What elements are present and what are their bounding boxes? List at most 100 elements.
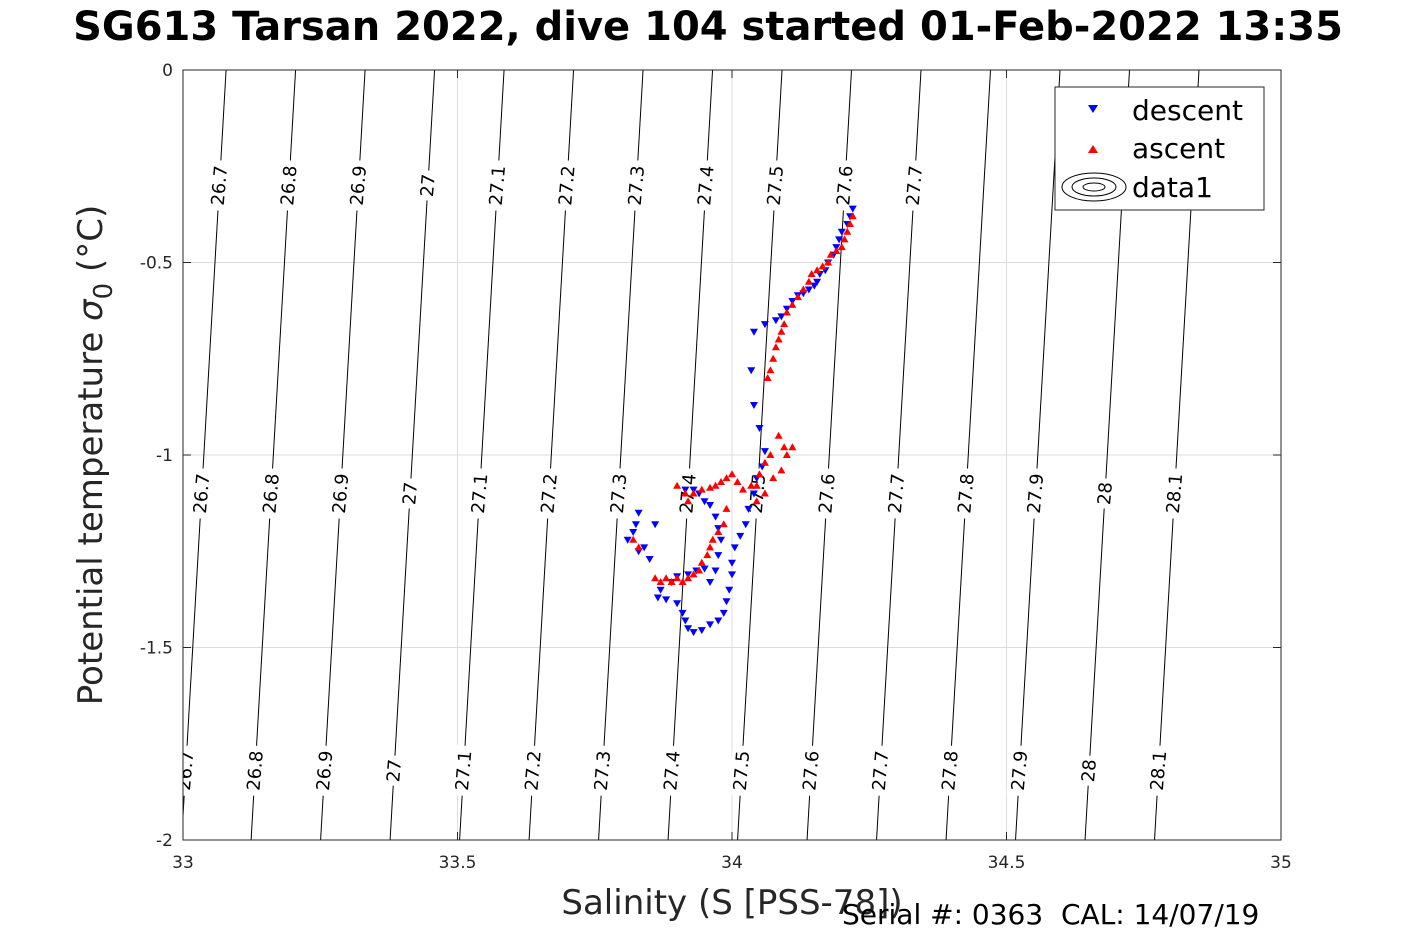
contour-label-text: 27.2 (537, 473, 561, 515)
ascent-point (766, 366, 775, 374)
contour-label-text: 27.8 (938, 750, 962, 792)
descent-point (706, 502, 715, 510)
contour-label-text: 27.3 (591, 750, 615, 792)
ascent-point (782, 451, 791, 458)
contour-label-text: 26.7 (208, 165, 232, 207)
ascent-point (826, 250, 835, 258)
contour-label: 27 (415, 169, 441, 202)
descent-point (730, 544, 739, 552)
contour-label-text: 26.9 (329, 473, 353, 515)
isopycnal-26.4 (0, 70, 18, 840)
descent-point (681, 617, 690, 625)
ascent-point (752, 497, 761, 505)
contour-label: 27.9 (1022, 467, 1049, 520)
contour-label-text: 27.2 (555, 165, 579, 207)
ascent-point (774, 335, 783, 343)
descent-point (631, 521, 640, 529)
contour-label-text: 27.1 (486, 165, 510, 207)
legend-contour-icon (1061, 172, 1127, 202)
ascent-point (804, 277, 813, 285)
legend-contour-label: data1 (1132, 171, 1213, 204)
descent-point (717, 536, 726, 544)
contour-label: 27.2 (553, 159, 581, 212)
descent-point (749, 328, 758, 336)
y-axis-label-main: Potential temperature (71, 321, 111, 705)
contour-label: 27.8 (936, 744, 964, 797)
ascent-point (697, 558, 706, 566)
ascent-point (788, 443, 797, 451)
contour-label: 28.1 (1161, 467, 1188, 520)
ascent-point (717, 477, 726, 485)
contour-label: 26.9 (345, 159, 372, 212)
descent-point (697, 627, 706, 635)
descent-point (656, 586, 665, 594)
ascent-point (703, 551, 712, 559)
contour-label: 28 (1076, 754, 1102, 787)
descent-point (728, 559, 736, 567)
descent-point (837, 228, 846, 236)
descent-point (744, 505, 753, 513)
contour-label: 26.8 (241, 744, 269, 797)
ascent-point (840, 235, 849, 243)
ascent-point (684, 497, 693, 505)
ascent-point (656, 578, 665, 586)
ascent-point (733, 477, 742, 485)
descent-point (634, 509, 643, 517)
ascent-point (678, 578, 687, 586)
ascent-point (832, 246, 841, 254)
y-axis-label: Potential temperature σ0 (°C) (71, 205, 119, 705)
y-tick-label: -1.5 (140, 639, 173, 659)
ascent-point (777, 466, 786, 474)
ascent-point (846, 220, 855, 227)
contour-label-text: 27.3 (625, 165, 649, 207)
contour-label-text: 26.9 (347, 165, 371, 207)
descent-point (741, 521, 750, 529)
contour-label-text: 27.6 (815, 473, 839, 515)
contour-label: 27 (381, 754, 407, 787)
contour-label: 27.1 (484, 159, 511, 212)
ascent-point (755, 470, 764, 478)
isopycnal-27.9 (1015, 70, 1061, 840)
contour-label-text: 27.8 (954, 473, 978, 515)
contour-label-text: 27.2 (521, 750, 545, 792)
contour-label-text: 27.5 (730, 750, 754, 792)
descent-point (835, 236, 844, 244)
ascent-point (673, 481, 682, 489)
contour-label: 27.7 (883, 467, 910, 520)
contour-label-text: 26.6 (104, 750, 128, 792)
descent-point (848, 205, 857, 213)
ascent-point (780, 320, 789, 328)
contour-label: 27 (397, 477, 423, 510)
y-tick-label: 0 (162, 61, 173, 81)
density-contour-labels: 26.6 26.7 26.8 26.9 27 27.1 27.2 27.3 27.4 27.5 27… (104, 159, 1206, 797)
x-axis-label: Salinity (S [PSS-78]) (561, 883, 902, 923)
ascent-point (681, 489, 690, 497)
descent-point (684, 625, 693, 633)
ascent-point (629, 535, 638, 543)
ascent-point (793, 293, 802, 301)
x-tick-label: 33 (172, 853, 194, 873)
ascent-point (769, 474, 778, 482)
descent-point (645, 555, 654, 563)
ascent-point (722, 474, 731, 482)
ascent-point (662, 574, 671, 582)
descent-point (747, 367, 756, 375)
ascent-point (711, 481, 720, 489)
contour-label-text: 27.9 (1008, 750, 1032, 792)
ascent-point (837, 243, 846, 251)
contour-label-text: 27.7 (885, 473, 909, 515)
contour-label: 27.5 (728, 744, 755, 797)
contour-label-text: 28.1 (1163, 473, 1187, 515)
ascent-point (766, 451, 775, 458)
descent-point (771, 317, 780, 325)
contour-label: 26.8 (257, 467, 285, 520)
contour-label: 27.6 (797, 744, 825, 797)
y-axis-label-unit: (°C) (71, 205, 111, 283)
descent-point (678, 609, 687, 617)
contour-label: 27.6 (813, 467, 841, 520)
ascent-point (774, 431, 783, 439)
contour-label-text: 26.8 (277, 165, 301, 207)
contour-label-text: 27.1 (468, 473, 492, 515)
contour-label: 26.6 (137, 160, 163, 212)
isopycnal-26.6 (112, 70, 156, 840)
